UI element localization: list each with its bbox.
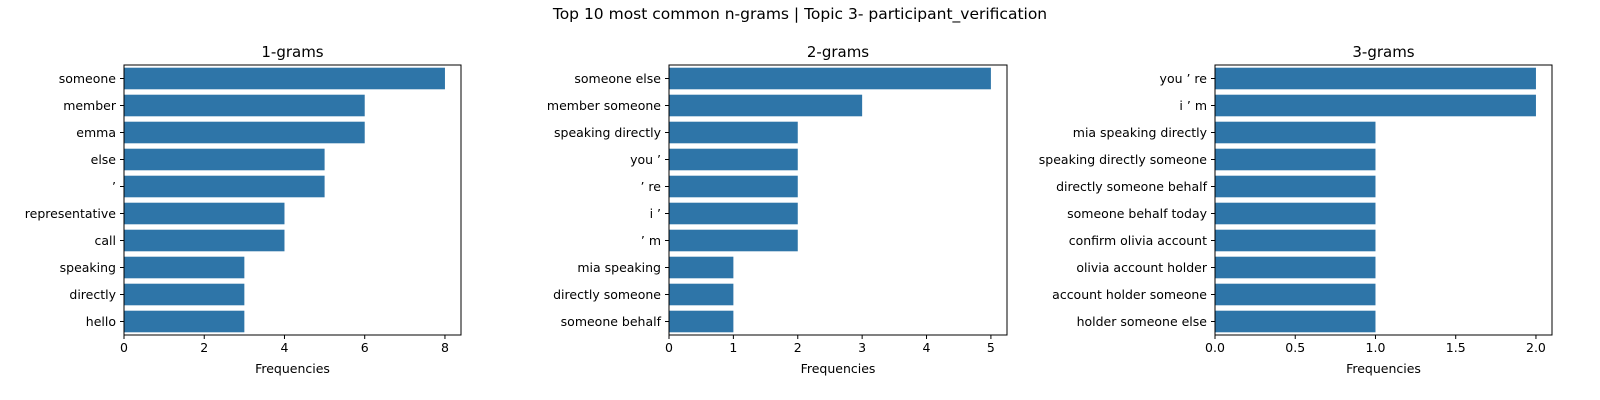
y-tick-label: representative	[25, 206, 117, 221]
chart-title: 1-grams	[261, 43, 323, 61]
x-axis-label: Frequencies	[801, 361, 876, 376]
figure-title: Top 10 most common n-grams | Topic 3- pa…	[552, 5, 1048, 23]
bar	[124, 256, 245, 279]
x-tick-label: 8	[441, 340, 449, 355]
chart-panel-3: you ’ re i ’ m mia speaking directly speaki…	[1039, 43, 1553, 376]
x-tick-label: 1	[729, 340, 737, 355]
x-axis-label: Frequencies	[255, 361, 330, 376]
x-tick-label: 2	[794, 340, 802, 355]
bar	[669, 94, 863, 117]
bar	[669, 148, 798, 171]
y-tick-label: else	[91, 152, 117, 167]
x-tick-label: 0.5	[1285, 340, 1305, 355]
x-tick-label: 4	[280, 340, 288, 355]
axes-frame	[668, 64, 1008, 336]
x-tick-label: 0	[665, 340, 673, 355]
y-tick-label: ’	[112, 179, 116, 194]
bar	[1215, 67, 1536, 90]
bar	[124, 67, 445, 90]
bar	[669, 283, 734, 306]
y-tick-label: directly	[69, 287, 116, 302]
y-tick-label: ’ m	[641, 233, 661, 248]
x-tick-label: 2	[200, 340, 208, 355]
y-tick-label: someone behalf	[561, 314, 662, 329]
bar	[669, 67, 991, 90]
bar	[124, 202, 285, 225]
x-tick-label: 2.0	[1526, 340, 1546, 355]
bar	[1215, 202, 1376, 225]
y-tick-label: you ’	[630, 152, 661, 167]
y-tick-label: confirm olivia account	[1069, 233, 1207, 248]
bar	[1215, 175, 1376, 198]
bar	[669, 202, 798, 225]
y-tick-label: someone	[59, 71, 117, 86]
bar	[1215, 94, 1536, 117]
x-tick-label: 1.5	[1446, 340, 1466, 355]
bar	[669, 256, 734, 279]
bar	[669, 121, 798, 144]
y-tick-label: directly someone	[553, 287, 661, 302]
chart-title: 2-grams	[807, 43, 869, 61]
x-tick-label: 0.0	[1205, 340, 1225, 355]
y-tick-label: mia speaking	[577, 260, 661, 275]
bar	[669, 229, 798, 252]
y-tick-label: call	[95, 233, 116, 248]
bar	[669, 175, 798, 198]
axes-frame	[1214, 64, 1553, 336]
chart-panel-1: someone member emma else ’ representative call…	[25, 43, 462, 376]
bar	[1215, 283, 1376, 306]
y-tick-label: holder someone else	[1077, 314, 1208, 329]
y-tick-label: mia speaking directly	[1073, 125, 1208, 140]
y-tick-label: speaking directly	[554, 125, 662, 140]
x-tick-label: 5	[987, 340, 995, 355]
x-tick-label: 3	[858, 340, 866, 355]
y-tick-label: directly someone behalf	[1056, 179, 1208, 194]
y-tick-label: olivia account holder	[1076, 260, 1208, 275]
y-tick-label: member	[63, 98, 117, 113]
x-tick-label: 1.0	[1366, 340, 1386, 355]
bar	[124, 175, 325, 198]
y-tick-label: ’ re	[640, 179, 661, 194]
y-tick-label: speaking	[60, 260, 116, 275]
y-tick-label: you ’ re	[1160, 71, 1208, 86]
y-tick-label: account holder someone	[1052, 287, 1207, 302]
bar	[124, 283, 245, 306]
y-tick-label: someone behalf today	[1067, 206, 1207, 221]
y-tick-label: emma	[76, 125, 116, 140]
x-tick-label: 0	[120, 340, 128, 355]
y-tick-label: speaking directly someone	[1039, 152, 1208, 167]
bar	[1215, 256, 1376, 279]
bar	[124, 229, 285, 252]
bar	[1215, 121, 1376, 144]
y-tick-label: i ’	[650, 206, 661, 221]
bar	[669, 310, 734, 333]
bar	[124, 148, 325, 171]
y-tick-label: member someone	[547, 98, 661, 113]
bar	[124, 121, 365, 144]
x-axis-label: Frequencies	[1346, 361, 1421, 376]
bar	[124, 94, 365, 117]
y-tick-label: someone else	[574, 71, 661, 86]
bar	[1215, 229, 1376, 252]
x-tick-label: 4	[923, 340, 931, 355]
x-tick-label: 6	[361, 340, 369, 355]
chart-panel-2: someone else member someone speaking direc…	[547, 43, 1008, 376]
y-tick-label: i ’ m	[1179, 98, 1207, 113]
y-tick-label: hello	[86, 314, 116, 329]
bar	[124, 310, 245, 333]
chart-title: 3-grams	[1352, 43, 1414, 61]
axes-frame	[123, 64, 462, 336]
bar	[1215, 148, 1376, 171]
bar	[1215, 310, 1376, 333]
